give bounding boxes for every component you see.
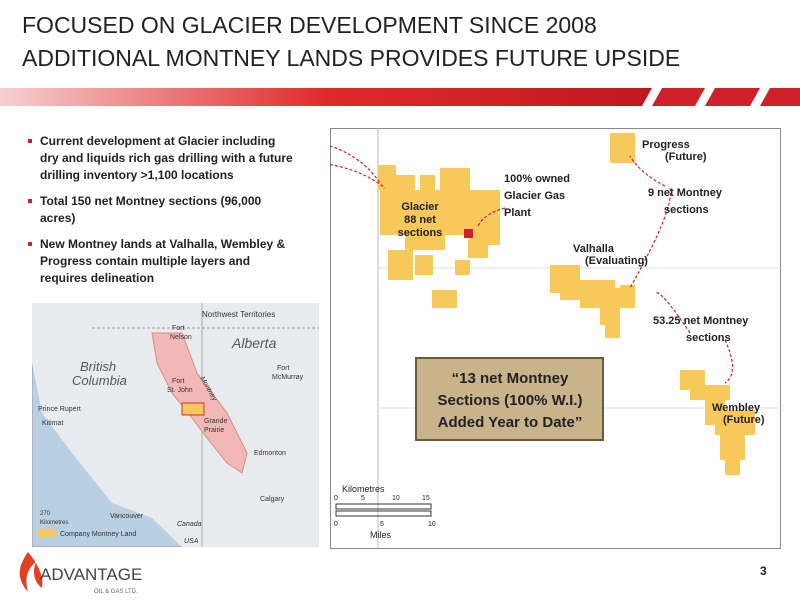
callout-line: Sections (100% W.I.): [437, 392, 582, 409]
label: 0: [334, 521, 338, 528]
bullet: Total 150 net Montney sections (96,000 ac…: [28, 193, 325, 227]
label: dry and liquids rich gas drilling with a…: [40, 151, 293, 165]
label: Kilometres: [40, 520, 68, 526]
label: British: [80, 359, 116, 374]
inset-map: Northwest Territories Fort Nelson Albert…: [32, 303, 319, 547]
label: Vancouver: [110, 513, 144, 520]
label: 10: [392, 495, 400, 502]
label: 5: [380, 521, 384, 528]
label: St. John: [167, 387, 193, 394]
map-label: Glacier: [401, 201, 439, 213]
label: Northwest Territories: [202, 310, 275, 319]
header-stripe: [0, 88, 800, 106]
label: Fort: [172, 378, 185, 385]
map-label: (Future): [723, 414, 765, 426]
callout-line: Added Year to Date”: [438, 414, 583, 431]
map-label: Valhalla: [573, 243, 615, 255]
label: acres): [40, 211, 76, 225]
title-line: FOCUSED ON GLACIER DEVELOPMENT SINCE 200…: [22, 12, 597, 38]
label: New Montney lands at Valhalla, Wembley &: [40, 237, 286, 251]
label: USA: [184, 538, 199, 545]
label: McMurray: [272, 374, 304, 381]
label: Edmonton: [254, 450, 286, 457]
label: Prince Rupert: [38, 406, 81, 413]
label: 0: [334, 495, 338, 502]
label: 270: [40, 511, 51, 517]
label: requires delineation: [40, 271, 155, 285]
title-line: ADDITIONAL MONTNEY LANDS PROVIDES FUTURE…: [22, 45, 681, 71]
map-label: (Future): [665, 151, 707, 163]
map-label: Plant: [504, 207, 531, 219]
label: Total 150 net Montney sections (96,000: [40, 194, 262, 208]
map-label: 53.25 net Montney: [653, 315, 749, 327]
map-label: sections: [664, 204, 709, 216]
label: Current development at Glacier including: [40, 134, 276, 148]
map-label: Wembley: [712, 402, 761, 414]
map-label: Glacier Gas: [504, 190, 565, 202]
label: Fort: [172, 325, 185, 332]
callout-line: “13 net Montney: [452, 370, 569, 387]
label: Calgary: [260, 496, 285, 503]
map-label: 88 net: [404, 214, 436, 226]
label: Fort: [277, 365, 290, 372]
label: Kilometres: [342, 484, 385, 494]
bullet: Current development at Glacier including…: [28, 133, 325, 184]
label: OIL & GAS LTD.: [94, 589, 138, 595]
logo: ADVANTAGE OIL & GAS LTD.: [19, 552, 142, 595]
label: Miles: [370, 530, 392, 540]
legend-label: Company Montney Land: [60, 531, 136, 538]
map-label: sections: [398, 227, 443, 239]
bullet: New Montney lands at Valhalla, Wembley &…: [28, 236, 325, 287]
label: 15: [422, 495, 430, 502]
label: Nelson: [170, 334, 192, 341]
label: Grande: [204, 418, 227, 425]
label: ADVANTAGE: [40, 565, 142, 584]
map-label: 9 net Montney: [648, 187, 723, 199]
map-label: (Evaluating): [585, 255, 648, 267]
map-label: 100% owned: [504, 173, 570, 185]
label: drilling inventory >1,100 locations: [40, 168, 234, 182]
label: Kitimat: [42, 420, 63, 427]
map-label: Progress: [642, 139, 690, 151]
map-label: sections: [686, 332, 731, 344]
label: 5: [361, 495, 365, 502]
label: Columbia: [72, 373, 127, 388]
page-number: 3: [760, 564, 767, 578]
label: Prairie: [204, 427, 224, 434]
label: Canada: [177, 521, 202, 528]
main-map: Progress (Future) 9 net Montney sections…: [330, 128, 781, 549]
label: Progress contain multiple layers and: [40, 254, 251, 268]
label: Alberta: [231, 335, 277, 351]
label: 10: [428, 521, 436, 528]
